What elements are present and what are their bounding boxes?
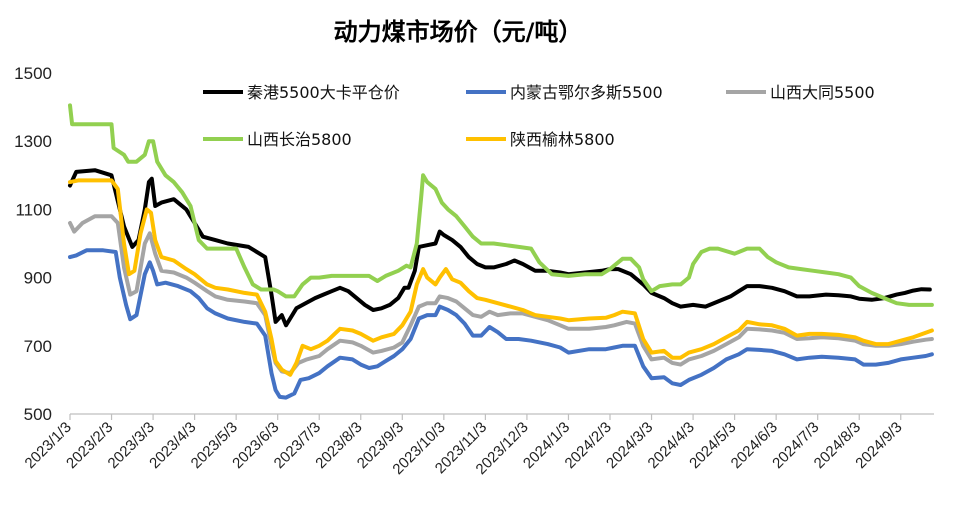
series-line-4 bbox=[68, 103, 934, 307]
y-tick-label: 1300 bbox=[14, 132, 52, 151]
y-tick-label: 1500 bbox=[14, 64, 52, 83]
legend-label-3: 山西大同5500 bbox=[770, 83, 875, 102]
y-axis: 500 700 900 1100 1300 1500 bbox=[14, 64, 52, 424]
legend-label-5: 陕西榆林5800 bbox=[510, 130, 615, 149]
series-line-3 bbox=[68, 214, 934, 376]
x-axis: 2023/1/32023/2/32023/3/32023/4/32023/5/3… bbox=[22, 413, 934, 478]
legend-label-4: 山西长治5800 bbox=[247, 130, 352, 149]
x-tick-label: 2024/9/3 bbox=[852, 419, 905, 472]
legend-label-1: 秦港5500大卡平仓价 bbox=[247, 83, 400, 102]
chart-title: 动力煤市场价（元/吨） bbox=[334, 18, 583, 46]
plot-area bbox=[68, 103, 934, 400]
series-line-2 bbox=[68, 248, 934, 400]
legend-label-2: 内蒙古鄂尔多斯5500 bbox=[510, 83, 663, 102]
y-tick-label: 1100 bbox=[15, 200, 52, 219]
series-line-5 bbox=[68, 178, 934, 377]
y-tick-label: 900 bbox=[24, 269, 52, 288]
y-tick-label: 500 bbox=[24, 405, 52, 424]
legend: 秦港5500大卡平仓价 内蒙古鄂尔多斯5500 山西大同5500 山西长治5800 陕西… bbox=[203, 83, 875, 149]
series-line-1 bbox=[68, 168, 932, 328]
y-tick-label: 700 bbox=[24, 337, 52, 356]
